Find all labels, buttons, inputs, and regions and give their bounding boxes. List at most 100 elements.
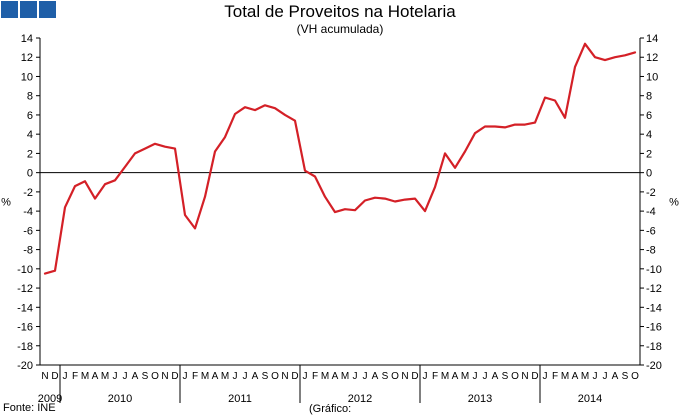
x-tick-label: A (612, 371, 619, 382)
y-tick-label-left: 10 (21, 71, 33, 83)
y-tick-label-left: 8 (27, 91, 33, 103)
x-tick-label: F (72, 371, 78, 382)
x-tick-label: A (252, 371, 259, 382)
x-tick-label: A (452, 371, 459, 382)
y-axis-label-right: % (669, 197, 679, 209)
x-tick-label: F (432, 371, 438, 382)
x-tick-label: J (543, 371, 548, 382)
y-tick-label-right: -8 (646, 245, 656, 257)
x-tick-label: N (521, 371, 528, 382)
y-tick-label-right: -4 (646, 206, 656, 218)
year-label: 2011 (228, 393, 252, 405)
y-tick-label-right: 10 (646, 71, 658, 83)
x-tick-label: O (271, 371, 279, 382)
x-tick-label: N (161, 371, 168, 382)
x-tick-label: M (441, 371, 449, 382)
x-tick-label: F (312, 371, 318, 382)
y-tick-label-left: -16 (17, 322, 33, 334)
x-tick-label: M (561, 371, 569, 382)
x-tick-label: A (92, 371, 99, 382)
x-tick-label: D (51, 371, 58, 382)
x-tick-label: M (221, 371, 229, 382)
x-tick-label: M (461, 371, 469, 382)
y-tick-label-right: -14 (646, 302, 662, 314)
x-tick-label: J (63, 371, 68, 382)
x-tick-label: A (572, 371, 579, 382)
y-tick-label-left: 0 (27, 168, 33, 180)
x-tick-label: M (321, 371, 329, 382)
y-tick-label-right: -16 (646, 322, 662, 334)
chart-note: (Gráfico: (309, 403, 352, 415)
y-tick-label-left: 12 (21, 52, 33, 64)
ine-logo-icon (1, 1, 56, 18)
year-label: 2010 (108, 393, 132, 405)
y-tick-label-left: -10 (17, 264, 33, 276)
x-tick-label: S (382, 371, 389, 382)
y-tick-label-left: -20 (17, 360, 33, 372)
x-tick-label: S (142, 371, 149, 382)
x-tick-label: F (192, 371, 198, 382)
logo-square (39, 1, 56, 18)
x-tick-label: N (281, 371, 288, 382)
x-tick-label: A (492, 371, 499, 382)
y-tick-label-right: 2 (646, 148, 652, 160)
x-tick-label: J (243, 371, 248, 382)
x-tick-label: F (552, 371, 558, 382)
x-tick-label: A (212, 371, 219, 382)
source-note: Fonte: INE (3, 402, 56, 414)
x-tick-label: S (502, 371, 509, 382)
y-tick-label-right: 12 (646, 52, 658, 64)
x-tick-label: O (391, 371, 399, 382)
chart-subtitle: (VH acumulada) (296, 22, 384, 36)
y-tick-label-left: 6 (27, 110, 33, 122)
x-tick-label: O (631, 371, 639, 382)
x-tick-label: J (483, 371, 488, 382)
x-tick-label: M (341, 371, 349, 382)
y-tick-label-right: 14 (646, 33, 658, 45)
x-tick-label: J (473, 371, 478, 382)
x-tick-label: D (291, 371, 298, 382)
x-tick-label: M (101, 371, 109, 382)
x-tick-label: J (183, 371, 188, 382)
x-tick-label: J (123, 371, 128, 382)
x-tick-label: O (511, 371, 519, 382)
x-tick-label: M (81, 371, 89, 382)
x-tick-label: J (423, 371, 428, 382)
x-tick-label: S (622, 371, 629, 382)
logo-square (20, 1, 37, 18)
year-label: 2014 (578, 393, 602, 405)
y-tick-label-left: -8 (23, 245, 33, 257)
x-tick-label: J (303, 371, 308, 382)
y-tick-label-right: -20 (646, 360, 662, 372)
y-tick-label-left: -14 (17, 302, 33, 314)
y-tick-label-left: -18 (17, 341, 33, 353)
chart-title: Total de Proveitos na Hotelaria (224, 2, 456, 21)
y-tick-label-left: -4 (23, 206, 33, 218)
x-tick-label: N (41, 371, 48, 382)
x-tick-label: J (363, 371, 368, 382)
x-tick-label: D (411, 371, 418, 382)
y-tick-label-left: -2 (23, 187, 33, 199)
x-tick-label: M (201, 371, 209, 382)
y-tick-label-left: -12 (17, 283, 33, 295)
y-tick-label-left: -6 (23, 225, 33, 237)
y-tick-label-right: -10 (646, 264, 662, 276)
series-line (43, 42, 637, 275)
x-tick-label: S (262, 371, 269, 382)
y-tick-label-right: -18 (646, 341, 662, 353)
year-label: 2009 (38, 393, 62, 405)
y-tick-label-right: -6 (646, 225, 656, 237)
x-tick-label: J (353, 371, 358, 382)
x-tick-label: J (113, 371, 118, 382)
y-tick-label-right: 4 (646, 129, 652, 141)
y-tick-label-right: -2 (646, 187, 656, 199)
x-tick-label: A (132, 371, 139, 382)
y-axis-label-left: % (1, 197, 11, 209)
x-tick-label: J (603, 371, 608, 382)
y-tick-label-left: 14 (21, 33, 33, 45)
y-tick-label-right: -12 (646, 283, 662, 295)
y-tick-label-right: 6 (646, 110, 652, 122)
x-tick-label: M (581, 371, 589, 382)
x-tick-label: D (171, 371, 178, 382)
